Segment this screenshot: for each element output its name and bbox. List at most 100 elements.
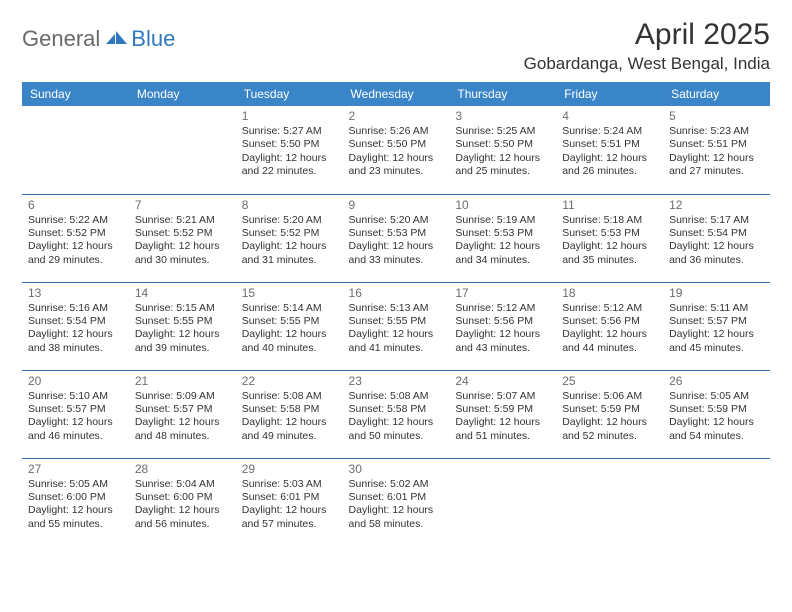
day-number: 10 <box>455 198 550 212</box>
location: Gobardanga, West Bengal, India <box>524 54 770 74</box>
day-details: Sunrise: 5:23 AMSunset: 5:51 PMDaylight:… <box>669 125 764 179</box>
calendar-cell <box>22 106 129 194</box>
day-number: 24 <box>455 374 550 388</box>
calendar-cell: 1 Sunrise: 5:27 AMSunset: 5:50 PMDaylight… <box>236 106 343 194</box>
day-details: Sunrise: 5:03 AMSunset: 6:01 PMDaylight:… <box>242 478 337 532</box>
day-details: Sunrise: 5:19 AMSunset: 5:53 PMDaylight:… <box>455 214 550 268</box>
day-details: Sunrise: 5:24 AMSunset: 5:51 PMDaylight:… <box>562 125 657 179</box>
calendar-cell <box>449 458 556 546</box>
calendar-cell: 23 Sunrise: 5:08 AMSunset: 5:58 PMDayligh… <box>343 370 450 458</box>
day-number: 6 <box>28 198 123 212</box>
day-details: Sunrise: 5:08 AMSunset: 5:58 PMDaylight:… <box>349 390 444 444</box>
day-number: 28 <box>135 462 230 476</box>
day-number: 5 <box>669 109 764 123</box>
calendar-table: Sunday Monday Tuesday Wednesday Thursday… <box>22 82 770 546</box>
calendar-row: 13 Sunrise: 5:16 AMSunset: 5:54 PMDayligh… <box>22 282 770 370</box>
day-details: Sunrise: 5:12 AMSunset: 5:56 PMDaylight:… <box>455 302 550 356</box>
day-number: 2 <box>349 109 444 123</box>
day-details: Sunrise: 5:27 AMSunset: 5:50 PMDaylight:… <box>242 125 337 179</box>
calendar-row: 1 Sunrise: 5:27 AMSunset: 5:50 PMDaylight… <box>22 106 770 194</box>
day-number: 30 <box>349 462 444 476</box>
calendar-cell <box>556 458 663 546</box>
day-number: 29 <box>242 462 337 476</box>
logo-text-general: General <box>22 26 100 52</box>
day-details: Sunrise: 5:22 AMSunset: 5:52 PMDaylight:… <box>28 214 123 268</box>
day-details: Sunrise: 5:02 AMSunset: 6:01 PMDaylight:… <box>349 478 444 532</box>
day-number: 4 <box>562 109 657 123</box>
calendar-cell: 24Sunrise: 5:07 AMSunset: 5:59 PMDayligh… <box>449 370 556 458</box>
weekday-header: Sunday <box>22 82 129 106</box>
day-number: 12 <box>669 198 764 212</box>
calendar-cell: 9Sunrise: 5:20 AMSunset: 5:53 PMDaylight… <box>343 194 450 282</box>
day-number: 25 <box>562 374 657 388</box>
calendar-row: 6 Sunrise: 5:22 AMSunset: 5:52 PMDaylight… <box>22 194 770 282</box>
day-number: 19 <box>669 286 764 300</box>
calendar-cell: 20Sunrise: 5:10 AMSunset: 5:57 PMDayligh… <box>22 370 129 458</box>
day-details: Sunrise: 5:08 AMSunset: 5:58 PMDaylight:… <box>242 390 337 444</box>
day-number: 8 <box>242 198 337 212</box>
calendar-cell: 25 Sunrise: 5:06 AMSunset: 5:59 PMDayligh… <box>556 370 663 458</box>
day-number: 21 <box>135 374 230 388</box>
logo: General Blue <box>22 26 175 52</box>
day-details: Sunrise: 5:26 AMSunset: 5:50 PMDaylight:… <box>349 125 444 179</box>
day-details: Sunrise: 5:05 AMSunset: 5:59 PMDaylight:… <box>669 390 764 444</box>
calendar-cell: 21Sunrise: 5:09 AMSunset: 5:57 PMDayligh… <box>129 370 236 458</box>
weekday-header: Tuesday <box>236 82 343 106</box>
day-details: Sunrise: 5:12 AMSunset: 5:56 PMDaylight:… <box>562 302 657 356</box>
calendar-cell: 4 Sunrise: 5:24 AMSunset: 5:51 PMDaylight… <box>556 106 663 194</box>
calendar-cell: 5 Sunrise: 5:23 AMSunset: 5:51 PMDaylight… <box>663 106 770 194</box>
day-details: Sunrise: 5:21 AMSunset: 5:52 PMDaylight:… <box>135 214 230 268</box>
day-number: 7 <box>135 198 230 212</box>
weekday-header: Monday <box>129 82 236 106</box>
weekday-header: Friday <box>556 82 663 106</box>
calendar-cell: 30 Sunrise: 5:02 AMSunset: 6:01 PMDayligh… <box>343 458 450 546</box>
logo-text-blue: Blue <box>131 26 175 52</box>
calendar-cell: 17 Sunrise: 5:12 AMSunset: 5:56 PMDayligh… <box>449 282 556 370</box>
calendar-cell: 26 Sunrise: 5:05 AMSunset: 5:59 PMDayligh… <box>663 370 770 458</box>
day-number: 22 <box>242 374 337 388</box>
weekday-header-row: Sunday Monday Tuesday Wednesday Thursday… <box>22 82 770 106</box>
calendar-cell: 27 Sunrise: 5:05 AMSunset: 6:00 PMDayligh… <box>22 458 129 546</box>
day-details: Sunrise: 5:05 AMSunset: 6:00 PMDaylight:… <box>28 478 123 532</box>
calendar-row: 20Sunrise: 5:10 AMSunset: 5:57 PMDayligh… <box>22 370 770 458</box>
day-number: 27 <box>28 462 123 476</box>
calendar-cell: 11 Sunrise: 5:18 AMSunset: 5:53 PMDayligh… <box>556 194 663 282</box>
title-block: April 2025 Gobardanga, West Bengal, Indi… <box>524 18 770 74</box>
calendar-cell: 15 Sunrise: 5:14 AMSunset: 5:55 PMDayligh… <box>236 282 343 370</box>
calendar-cell: 16 Sunrise: 5:13 AMSunset: 5:55 PMDayligh… <box>343 282 450 370</box>
day-number: 20 <box>28 374 123 388</box>
day-details: Sunrise: 5:18 AMSunset: 5:53 PMDaylight:… <box>562 214 657 268</box>
day-number: 11 <box>562 198 657 212</box>
calendar-cell: 12 Sunrise: 5:17 AMSunset: 5:54 PMDayligh… <box>663 194 770 282</box>
calendar-cell: 8 Sunrise: 5:20 AMSunset: 5:52 PMDaylight… <box>236 194 343 282</box>
month-title: April 2025 <box>524 18 770 52</box>
day-details: Sunrise: 5:16 AMSunset: 5:54 PMDaylight:… <box>28 302 123 356</box>
day-details: Sunrise: 5:06 AMSunset: 5:59 PMDaylight:… <box>562 390 657 444</box>
calendar-cell: 14Sunrise: 5:15 AMSunset: 5:55 PMDayligh… <box>129 282 236 370</box>
calendar-row: 27 Sunrise: 5:05 AMSunset: 6:00 PMDayligh… <box>22 458 770 546</box>
day-number: 1 <box>242 109 337 123</box>
calendar-cell: 6 Sunrise: 5:22 AMSunset: 5:52 PMDaylight… <box>22 194 129 282</box>
day-details: Sunrise: 5:14 AMSunset: 5:55 PMDaylight:… <box>242 302 337 356</box>
day-details: Sunrise: 5:13 AMSunset: 5:55 PMDaylight:… <box>349 302 444 356</box>
logo-mark-icon <box>106 28 128 51</box>
calendar-cell: 22 Sunrise: 5:08 AMSunset: 5:58 PMDayligh… <box>236 370 343 458</box>
day-number: 15 <box>242 286 337 300</box>
day-details: Sunrise: 5:20 AMSunset: 5:52 PMDaylight:… <box>242 214 337 268</box>
day-details: Sunrise: 5:04 AMSunset: 6:00 PMDaylight:… <box>135 478 230 532</box>
day-details: Sunrise: 5:20 AMSunset: 5:53 PMDaylight:… <box>349 214 444 268</box>
day-number: 16 <box>349 286 444 300</box>
calendar-cell: 29 Sunrise: 5:03 AMSunset: 6:01 PMDayligh… <box>236 458 343 546</box>
day-number: 14 <box>135 286 230 300</box>
day-number: 17 <box>455 286 550 300</box>
calendar-cell <box>129 106 236 194</box>
weekday-header: Thursday <box>449 82 556 106</box>
day-details: Sunrise: 5:11 AMSunset: 5:57 PMDaylight:… <box>669 302 764 356</box>
calendar-cell: 18Sunrise: 5:12 AMSunset: 5:56 PMDayligh… <box>556 282 663 370</box>
day-number: 13 <box>28 286 123 300</box>
calendar-cell <box>663 458 770 546</box>
calendar-body: 1 Sunrise: 5:27 AMSunset: 5:50 PMDaylight… <box>22 106 770 546</box>
day-details: Sunrise: 5:17 AMSunset: 5:54 PMDaylight:… <box>669 214 764 268</box>
day-number: 23 <box>349 374 444 388</box>
day-number: 26 <box>669 374 764 388</box>
